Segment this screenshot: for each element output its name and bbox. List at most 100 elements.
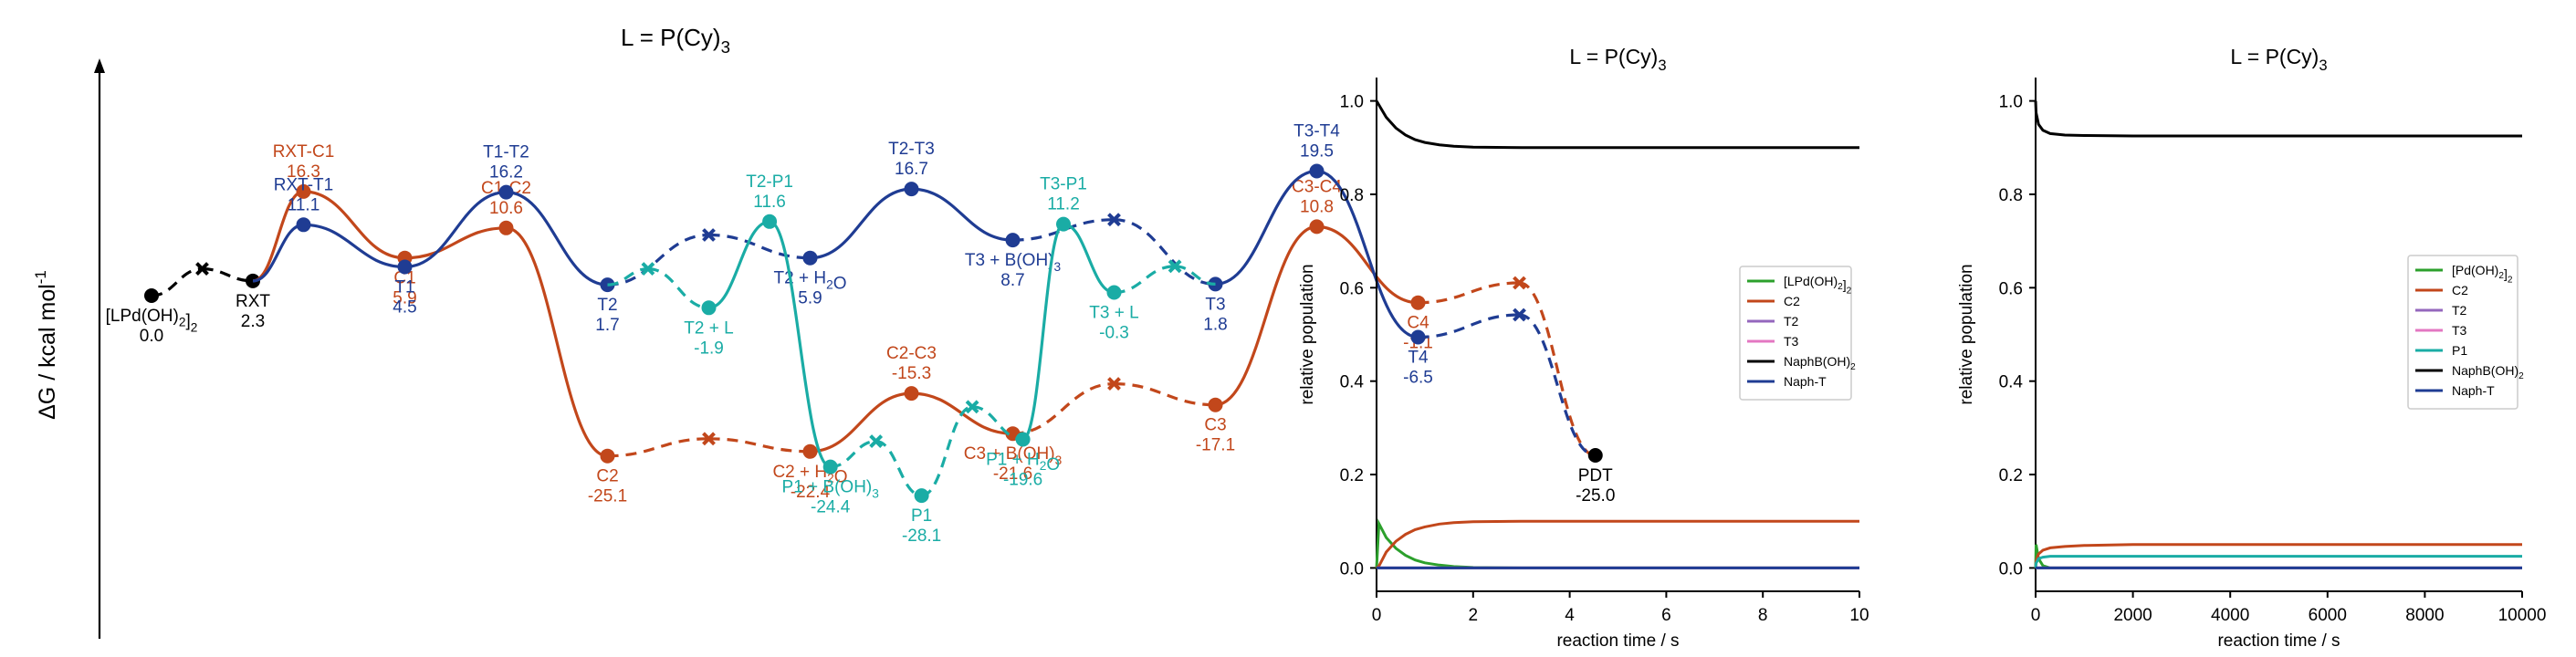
energy-state-value: 16.7 <box>895 160 928 179</box>
energy-state-value: 11.1 <box>288 195 320 214</box>
energy-cross-teal-0 <box>641 262 655 276</box>
energy-point-teal-2 <box>762 214 778 229</box>
energy-state-label: T3-T4 <box>1293 122 1340 141</box>
legend-entry: C2 <box>2452 283 2468 297</box>
energy-y-label: ΔG / kcal mol-1 <box>32 270 60 420</box>
energy-state-label: RXT <box>236 292 270 311</box>
energy-curve-blue-2-13 <box>1519 313 1597 457</box>
energy-state-label: T3 <box>1205 295 1225 314</box>
energy-state-value: -6.5 <box>1403 369 1433 388</box>
energy-point-black-0 <box>144 288 159 303</box>
energy-state-label: T3 + B(OH)3 <box>965 251 1062 274</box>
energy-state-label: C2 + H2O <box>772 463 847 487</box>
legend-entry: NaphB(OH)2 <box>2452 363 2524 381</box>
energy-cross-orange-12 <box>1513 276 1526 290</box>
energy-curve-blue-2-12 <box>1418 313 1520 339</box>
energy-state-value: 10.6 <box>489 199 523 218</box>
series-line-4 <box>2034 555 2522 568</box>
energy-state-value: 11.2 <box>1047 195 1080 214</box>
energy-curve-teal-3-11 <box>1174 265 1216 286</box>
kinetics-panel-short: 0.0 0.2 0.4 0.6 0.8 1.0 0 2 4 6 8 10 L = P(Cy)3 react… <box>1298 45 1869 651</box>
kinetics-x-label: reaction time / s <box>2217 631 2340 651</box>
legend-entry: T3 <box>2452 323 2467 338</box>
energy-state-label: T2 + L <box>684 318 733 338</box>
legend-entry: P1 <box>2452 343 2467 358</box>
energy-state-label: T2 <box>597 296 617 315</box>
x-tick-label: 8000 <box>2405 606 2444 625</box>
energy-state-label: P1 + B(OH)3 <box>782 478 880 501</box>
energy-cross-teal-10 <box>1168 259 1182 274</box>
y-tick-label: 0.2 <box>1999 466 2023 485</box>
energy-curve-blue-2-9 <box>1114 218 1216 286</box>
energy-cross-blue-12 <box>1513 308 1526 322</box>
energy-point-teal-8 <box>1056 216 1071 232</box>
energy-curve-orange-1-4 <box>607 437 709 458</box>
energy-point-orange-10 <box>1309 219 1325 235</box>
y-tick-label: 0.8 <box>1999 186 2023 205</box>
x-tick-label: 0 <box>1372 606 1382 625</box>
x-tick-label: 10000 <box>2498 606 2547 625</box>
energy-curve-blue-2-2 <box>404 191 507 269</box>
series-line-4 <box>1375 99 1859 150</box>
energy-curve-orange-1-3 <box>506 226 608 458</box>
y-tick-label: 0.4 <box>1340 373 1365 392</box>
energy-state-value: -25.0 <box>1576 486 1615 506</box>
energy-profile-panel: ΔG / kcal mol-1L = P(Cy)3[LPd(OH)2]20.0R… <box>32 24 1615 639</box>
energy-point-teal-1 <box>701 300 717 316</box>
x-tick-label: 6000 <box>2309 606 2347 625</box>
energy-curve-teal-3-10 <box>1114 265 1176 295</box>
legend-entry: NaphB(OH)2 <box>1784 354 1856 372</box>
legend-entry: C2 <box>1784 294 1800 308</box>
energy-state-value: -24.4 <box>811 498 851 517</box>
energy-curve-blue-2-6 <box>810 187 912 260</box>
energy-curve-teal-3-9 <box>1063 223 1115 295</box>
y-tick-label: 0.6 <box>1999 279 2023 298</box>
kinetics-title: L = P(Cy)3 <box>1569 45 1666 74</box>
series-line-1 <box>2034 543 2522 568</box>
energy-state-label: RXT-C1 <box>273 142 335 162</box>
y-tick-label: 0.4 <box>1999 373 2024 392</box>
kinetics-y-label: relative population <box>1298 264 1317 404</box>
energy-curve-teal-3-6 <box>921 405 973 497</box>
kinetics-title: L = P(Cy)3 <box>2230 45 2327 74</box>
energy-state-label: T3-P1 <box>1040 175 1087 194</box>
energy-state-value: -21.6 <box>993 464 1032 484</box>
energy-state-label: T1-T2 <box>483 143 529 162</box>
energy-state-label: C3-C4 <box>1292 177 1342 196</box>
energy-state-value: 11.6 <box>753 193 786 212</box>
x-tick-label: 4000 <box>2211 606 2249 625</box>
energy-curve-teal-3-2 <box>708 220 770 309</box>
x-tick-label: 2 <box>1469 606 1479 625</box>
energy-title: L = P(Cy)3 <box>621 24 730 57</box>
energy-point-blue-6 <box>904 182 919 197</box>
energy-cross-teal-6 <box>965 400 979 414</box>
energy-state-label: C4 <box>1407 314 1429 333</box>
energy-curve-teal-3-1 <box>647 267 709 309</box>
energy-curve-teal-3-8 <box>1021 223 1064 442</box>
y-tick-label: 0.0 <box>1340 559 1364 579</box>
x-tick-label: 0 <box>2031 606 2041 625</box>
energy-curve-blue-2-3 <box>506 191 608 287</box>
legend-entry: [Pd(OH)2]2 <box>2452 263 2513 285</box>
energy-state-value: 16.3 <box>287 162 320 182</box>
energy-state-value: 1.8 <box>1203 315 1227 334</box>
energy-curve-orange-1-13 <box>1519 281 1597 457</box>
kinetics-panel-long: 0.0 0.2 0.4 0.6 0.8 1.0 0 2000 4000 6000 8000 10000… <box>1957 45 2546 651</box>
y-tick-label: 0.8 <box>1340 186 1364 205</box>
energy-state-value: 1.7 <box>595 316 619 335</box>
legend-entry: T2 <box>2452 303 2467 318</box>
series-line-1 <box>1376 519 1859 569</box>
energy-point-blue-7 <box>1005 233 1021 248</box>
energy-cross-blue-8 <box>1107 213 1121 227</box>
energy-curve-blue-2-7 <box>911 187 1013 242</box>
energy-state-label: C2-C3 <box>886 344 937 363</box>
y-tick-label: 0.6 <box>1340 279 1364 298</box>
kinetics-x-label: reaction time / s <box>1556 631 1679 651</box>
legend-entry: Naph-T <box>1784 374 1827 389</box>
energy-point-orange-11 <box>1410 295 1426 310</box>
series-line-5 <box>2034 100 2522 138</box>
energy-state-label: T1 <box>394 278 414 297</box>
energy-state-label: P1 + H2O <box>986 451 1060 475</box>
energy-state-label: C2 <box>596 467 618 486</box>
energy-curve-teal-3-0 <box>607 267 649 287</box>
